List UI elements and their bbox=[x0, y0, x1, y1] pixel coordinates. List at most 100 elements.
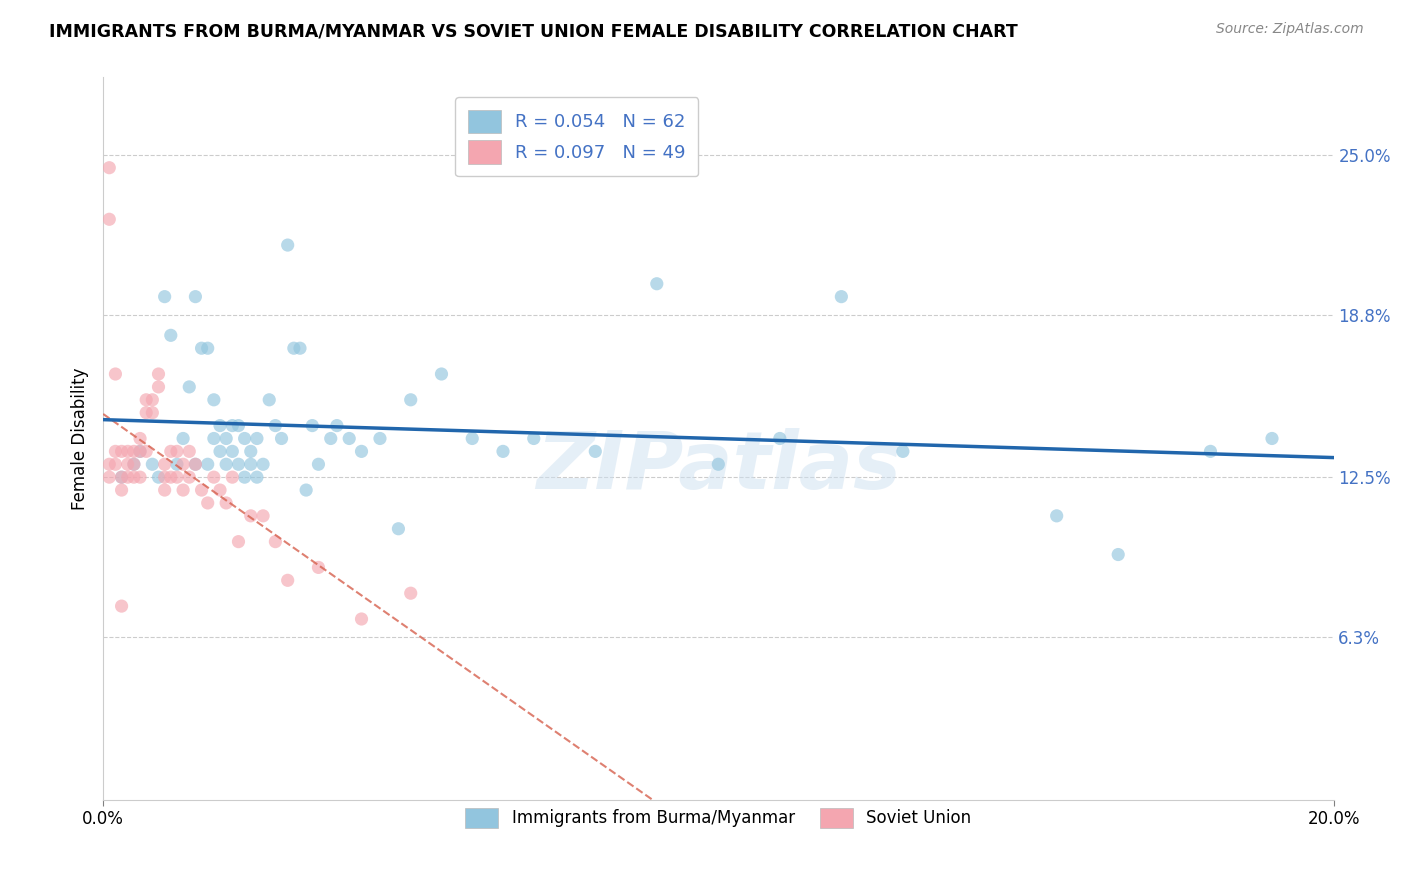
Point bbox=[166, 457, 188, 471]
Point bbox=[399, 392, 422, 407]
Point bbox=[98, 470, 121, 484]
Point bbox=[179, 380, 201, 394]
Point bbox=[350, 444, 373, 458]
Point bbox=[159, 470, 181, 484]
Point bbox=[769, 432, 792, 446]
Point bbox=[233, 470, 256, 484]
Point bbox=[301, 418, 323, 433]
Point bbox=[221, 418, 243, 433]
Point bbox=[179, 444, 201, 458]
Point bbox=[179, 470, 201, 484]
Point bbox=[246, 470, 269, 484]
Point bbox=[197, 496, 219, 510]
Point bbox=[239, 508, 262, 523]
Point bbox=[399, 586, 422, 600]
Point bbox=[141, 406, 163, 420]
Point bbox=[153, 470, 176, 484]
Point bbox=[172, 457, 194, 471]
Point bbox=[184, 457, 207, 471]
Point bbox=[830, 290, 852, 304]
Point bbox=[252, 508, 274, 523]
Point bbox=[891, 444, 914, 458]
Point bbox=[387, 522, 409, 536]
Point bbox=[122, 457, 145, 471]
Point bbox=[159, 444, 181, 458]
Point bbox=[110, 470, 132, 484]
Point bbox=[135, 444, 157, 458]
Point bbox=[202, 470, 225, 484]
Point bbox=[197, 457, 219, 471]
Point bbox=[492, 444, 515, 458]
Point bbox=[277, 238, 299, 252]
Point bbox=[228, 534, 250, 549]
Text: IMMIGRANTS FROM BURMA/MYANMAR VS SOVIET UNION FEMALE DISABILITY CORRELATION CHAR: IMMIGRANTS FROM BURMA/MYANMAR VS SOVIET … bbox=[49, 22, 1018, 40]
Point bbox=[264, 534, 287, 549]
Point bbox=[148, 470, 170, 484]
Point bbox=[583, 444, 606, 458]
Point bbox=[159, 328, 181, 343]
Point bbox=[228, 457, 250, 471]
Point bbox=[104, 367, 127, 381]
Point bbox=[264, 418, 287, 433]
Point bbox=[122, 444, 145, 458]
Point bbox=[239, 457, 262, 471]
Point bbox=[190, 483, 212, 497]
Point bbox=[707, 457, 730, 471]
Point bbox=[117, 470, 139, 484]
Point bbox=[645, 277, 668, 291]
Point bbox=[153, 457, 176, 471]
Point bbox=[110, 599, 132, 613]
Point bbox=[129, 470, 152, 484]
Point bbox=[202, 392, 225, 407]
Point bbox=[184, 457, 207, 471]
Point bbox=[208, 483, 231, 497]
Point bbox=[135, 392, 157, 407]
Point bbox=[368, 432, 391, 446]
Point bbox=[104, 444, 127, 458]
Point bbox=[98, 161, 121, 175]
Point bbox=[110, 470, 132, 484]
Point bbox=[233, 432, 256, 446]
Point bbox=[98, 457, 121, 471]
Point bbox=[307, 560, 329, 574]
Point bbox=[221, 444, 243, 458]
Point bbox=[1046, 508, 1069, 523]
Legend: Immigrants from Burma/Myanmar, Soviet Union: Immigrants from Burma/Myanmar, Soviet Un… bbox=[458, 801, 979, 835]
Point bbox=[208, 418, 231, 433]
Point bbox=[326, 418, 349, 433]
Point bbox=[172, 432, 194, 446]
Point bbox=[337, 432, 360, 446]
Point bbox=[215, 457, 238, 471]
Point bbox=[208, 444, 231, 458]
Point bbox=[307, 457, 329, 471]
Point bbox=[202, 432, 225, 446]
Point bbox=[153, 290, 176, 304]
Point bbox=[295, 483, 318, 497]
Point bbox=[104, 457, 127, 471]
Point bbox=[172, 483, 194, 497]
Point bbox=[257, 392, 280, 407]
Point bbox=[252, 457, 274, 471]
Point bbox=[1199, 444, 1222, 458]
Point bbox=[283, 341, 305, 355]
Point bbox=[166, 470, 188, 484]
Point bbox=[228, 418, 250, 433]
Point bbox=[141, 457, 163, 471]
Y-axis label: Female Disability: Female Disability bbox=[72, 368, 89, 509]
Point bbox=[190, 341, 212, 355]
Point bbox=[350, 612, 373, 626]
Point bbox=[141, 392, 163, 407]
Point bbox=[319, 432, 342, 446]
Point bbox=[239, 444, 262, 458]
Point bbox=[215, 432, 238, 446]
Point bbox=[122, 470, 145, 484]
Point bbox=[523, 432, 546, 446]
Point bbox=[148, 367, 170, 381]
Point bbox=[1107, 548, 1129, 562]
Point bbox=[122, 457, 145, 471]
Point bbox=[98, 212, 121, 227]
Point bbox=[1261, 432, 1284, 446]
Point bbox=[430, 367, 453, 381]
Point bbox=[129, 432, 152, 446]
Point bbox=[166, 444, 188, 458]
